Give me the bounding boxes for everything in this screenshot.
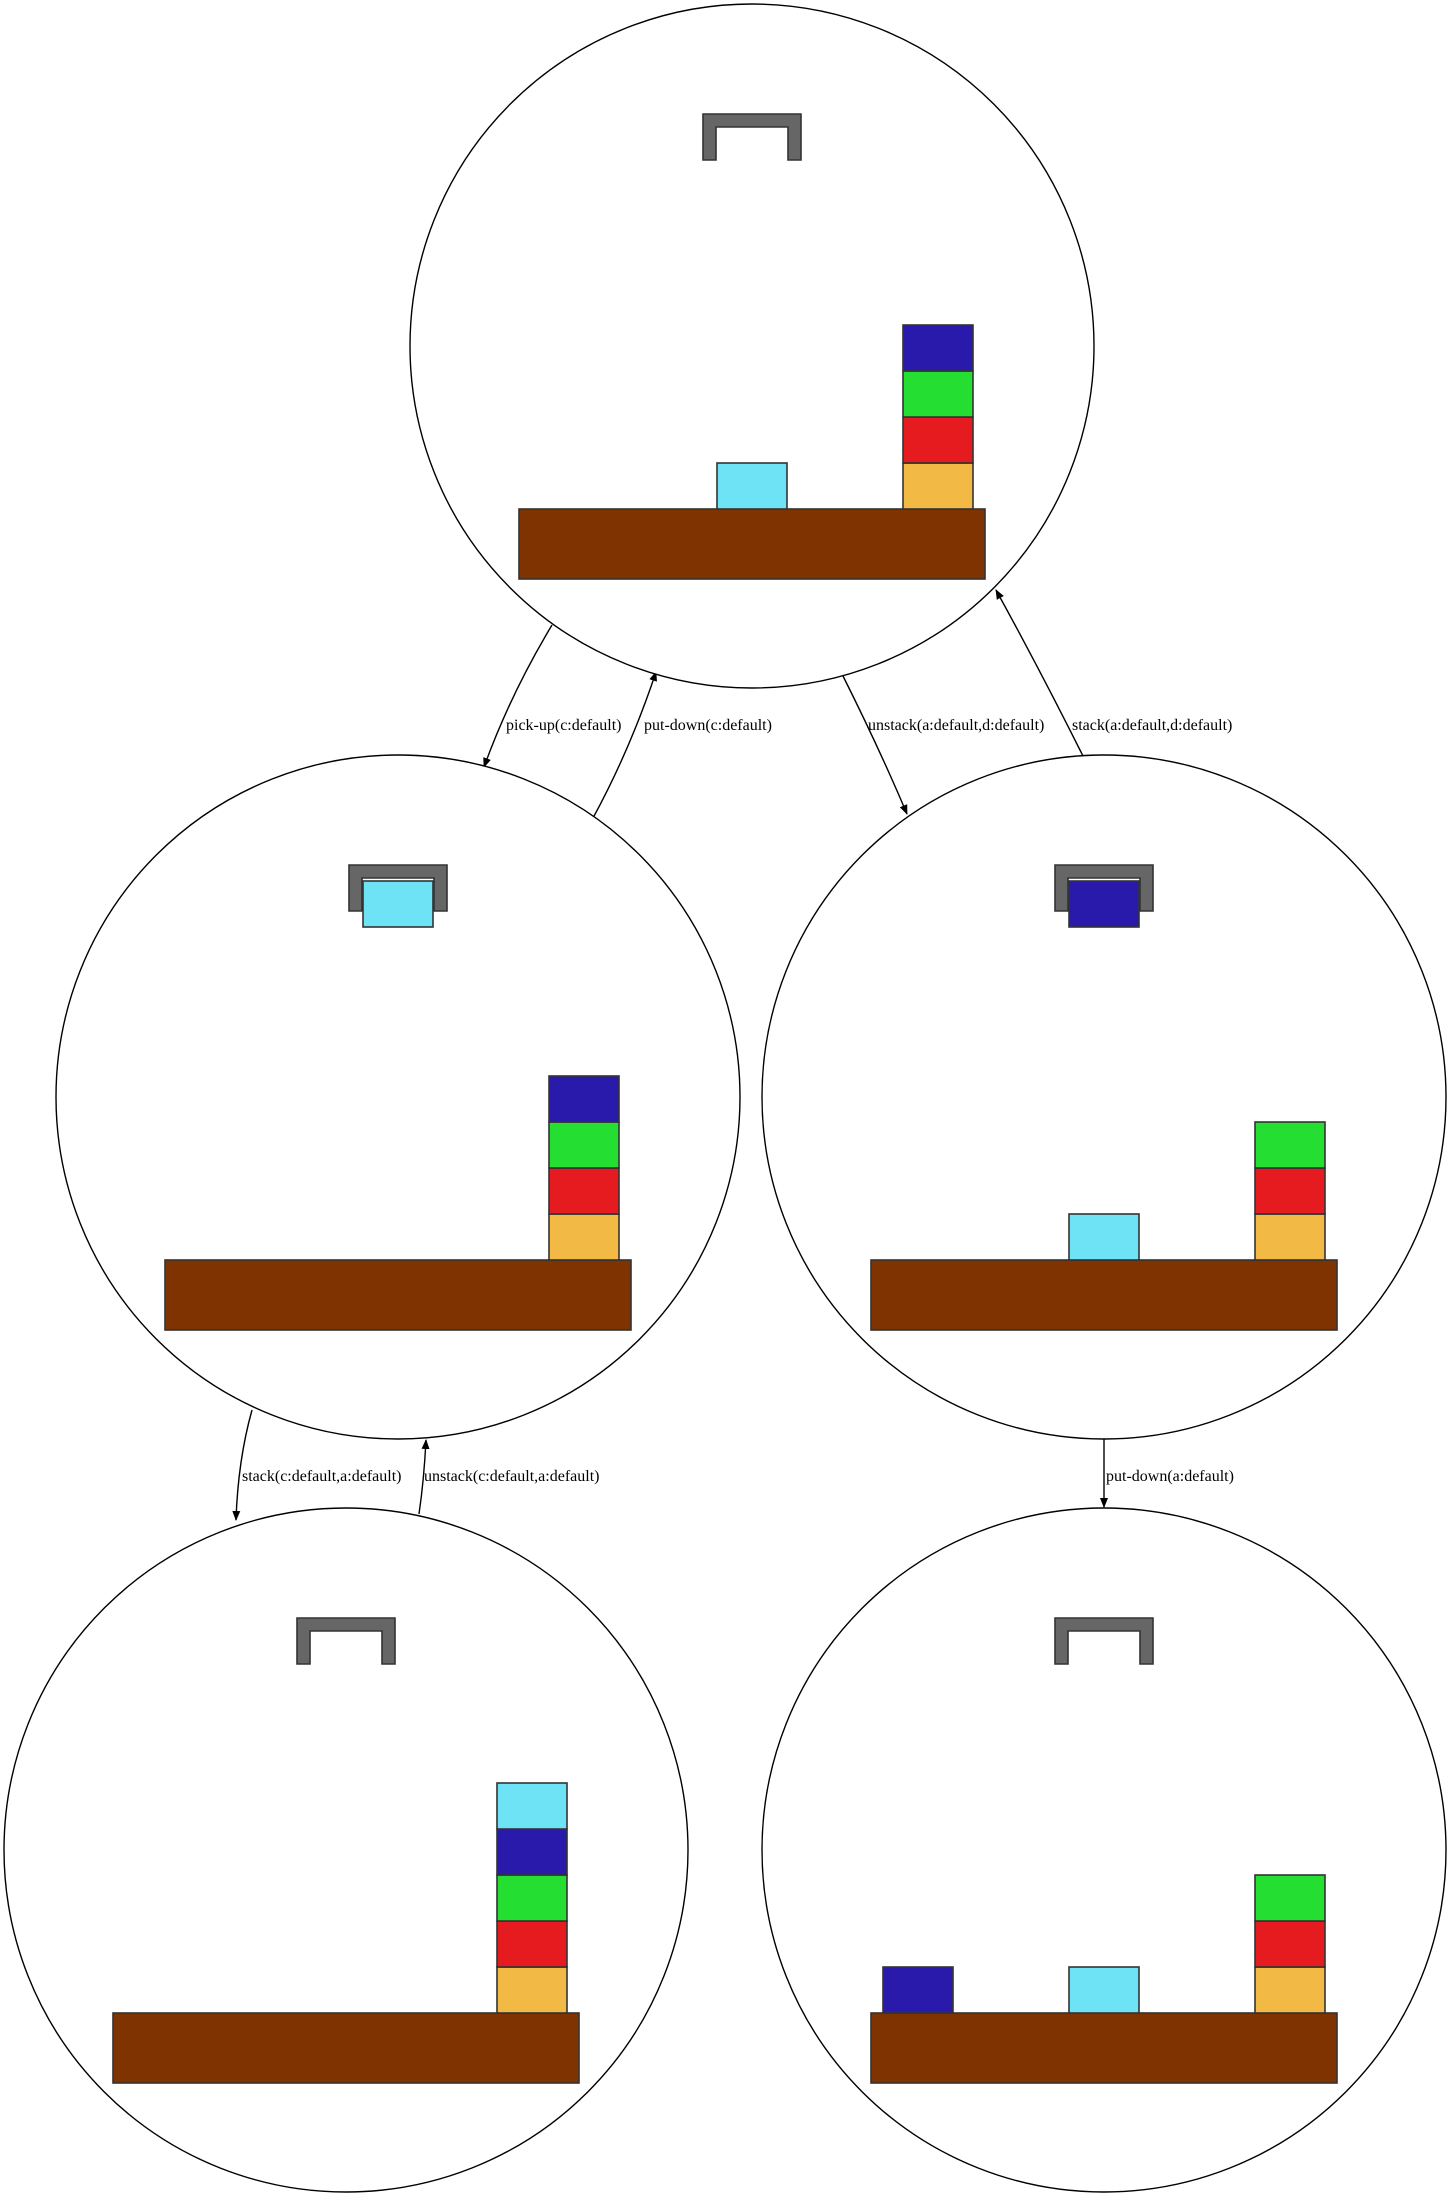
block-b	[902, 370, 974, 418]
edge-s2-s4: put-down(a:default)	[1100, 1439, 1234, 1508]
edge-arrow	[842, 675, 908, 815]
block-d	[1254, 1920, 1326, 1968]
gripper-icon	[702, 113, 802, 161]
gripper-icon	[296, 1617, 396, 1665]
block-d	[496, 1920, 568, 1968]
edge-s1-s3: stack(c:default,a:default)	[232, 1409, 401, 1521]
table	[164, 1259, 632, 1331]
block-d	[548, 1167, 620, 1215]
block-b	[1254, 1874, 1326, 1922]
block-b	[1254, 1121, 1326, 1169]
gripper-icon	[1054, 864, 1154, 912]
block-a	[882, 1966, 954, 2014]
block-a	[548, 1075, 620, 1123]
state-node-s2	[761, 754, 1447, 1440]
state-circle	[761, 1507, 1447, 2193]
state-node-s0	[409, 3, 1095, 689]
edge-label: pick-up(c:default)	[506, 717, 622, 734]
block-c	[496, 1782, 568, 1830]
edge-label: stack(c:default,a:default)	[242, 1468, 401, 1485]
edge-arrow	[418, 1439, 430, 1515]
state-node-s1	[55, 754, 741, 1440]
edge-label: stack(a:default,d:default)	[1072, 717, 1232, 734]
edge-label: put-down(a:default)	[1106, 1468, 1234, 1485]
block-d	[902, 416, 974, 464]
state-circle	[761, 754, 1447, 1440]
edge-s1-s0: put-down(c:default)	[592, 671, 772, 819]
block-c	[1068, 1966, 1140, 2014]
block-c	[1068, 1213, 1140, 1261]
edge-s0-s1: pick-up(c:default)	[483, 624, 622, 768]
edge-label: put-down(c:default)	[644, 717, 772, 734]
state-node-s4	[761, 1507, 1447, 2193]
table	[518, 508, 986, 580]
block-e	[496, 1966, 568, 2014]
state-node-s3	[3, 1507, 689, 2193]
block-a	[496, 1828, 568, 1876]
edge-s3-s1: unstack(c:default,a:default)	[418, 1439, 599, 1515]
block-d	[1254, 1167, 1326, 1215]
nodes-layer	[3, 3, 1447, 2193]
state-circle	[55, 754, 741, 1440]
edge-arrow	[995, 589, 1085, 759]
held-block-c	[362, 880, 434, 928]
state-circle	[3, 1507, 689, 2193]
block-e	[1254, 1966, 1326, 2014]
held-block-a	[1068, 880, 1140, 928]
edge-label: unstack(a:default,d:default)	[868, 717, 1044, 734]
block-a	[902, 324, 974, 372]
block-b	[548, 1121, 620, 1169]
gripper-icon	[348, 864, 448, 912]
table	[870, 1259, 1338, 1331]
edge-s0-s2: unstack(a:default,d:default)	[842, 675, 1044, 815]
block-e	[1254, 1213, 1326, 1261]
block-c	[716, 462, 788, 510]
block-b	[496, 1874, 568, 1922]
block-e	[902, 462, 974, 510]
edge-label: unstack(c:default,a:default)	[424, 1468, 599, 1485]
state-circle	[409, 3, 1095, 689]
edge-arrow	[483, 624, 553, 768]
table	[870, 2012, 1338, 2084]
edge-arrow	[232, 1409, 253, 1521]
block-e	[548, 1213, 620, 1261]
edge-s2-s0: stack(a:default,d:default)	[995, 589, 1232, 759]
edge-arrow	[592, 671, 657, 819]
table	[112, 2012, 580, 2084]
edges-layer: pick-up(c:default) put-down(c:default) uns…	[232, 589, 1234, 1521]
gripper-icon	[1054, 1617, 1154, 1665]
